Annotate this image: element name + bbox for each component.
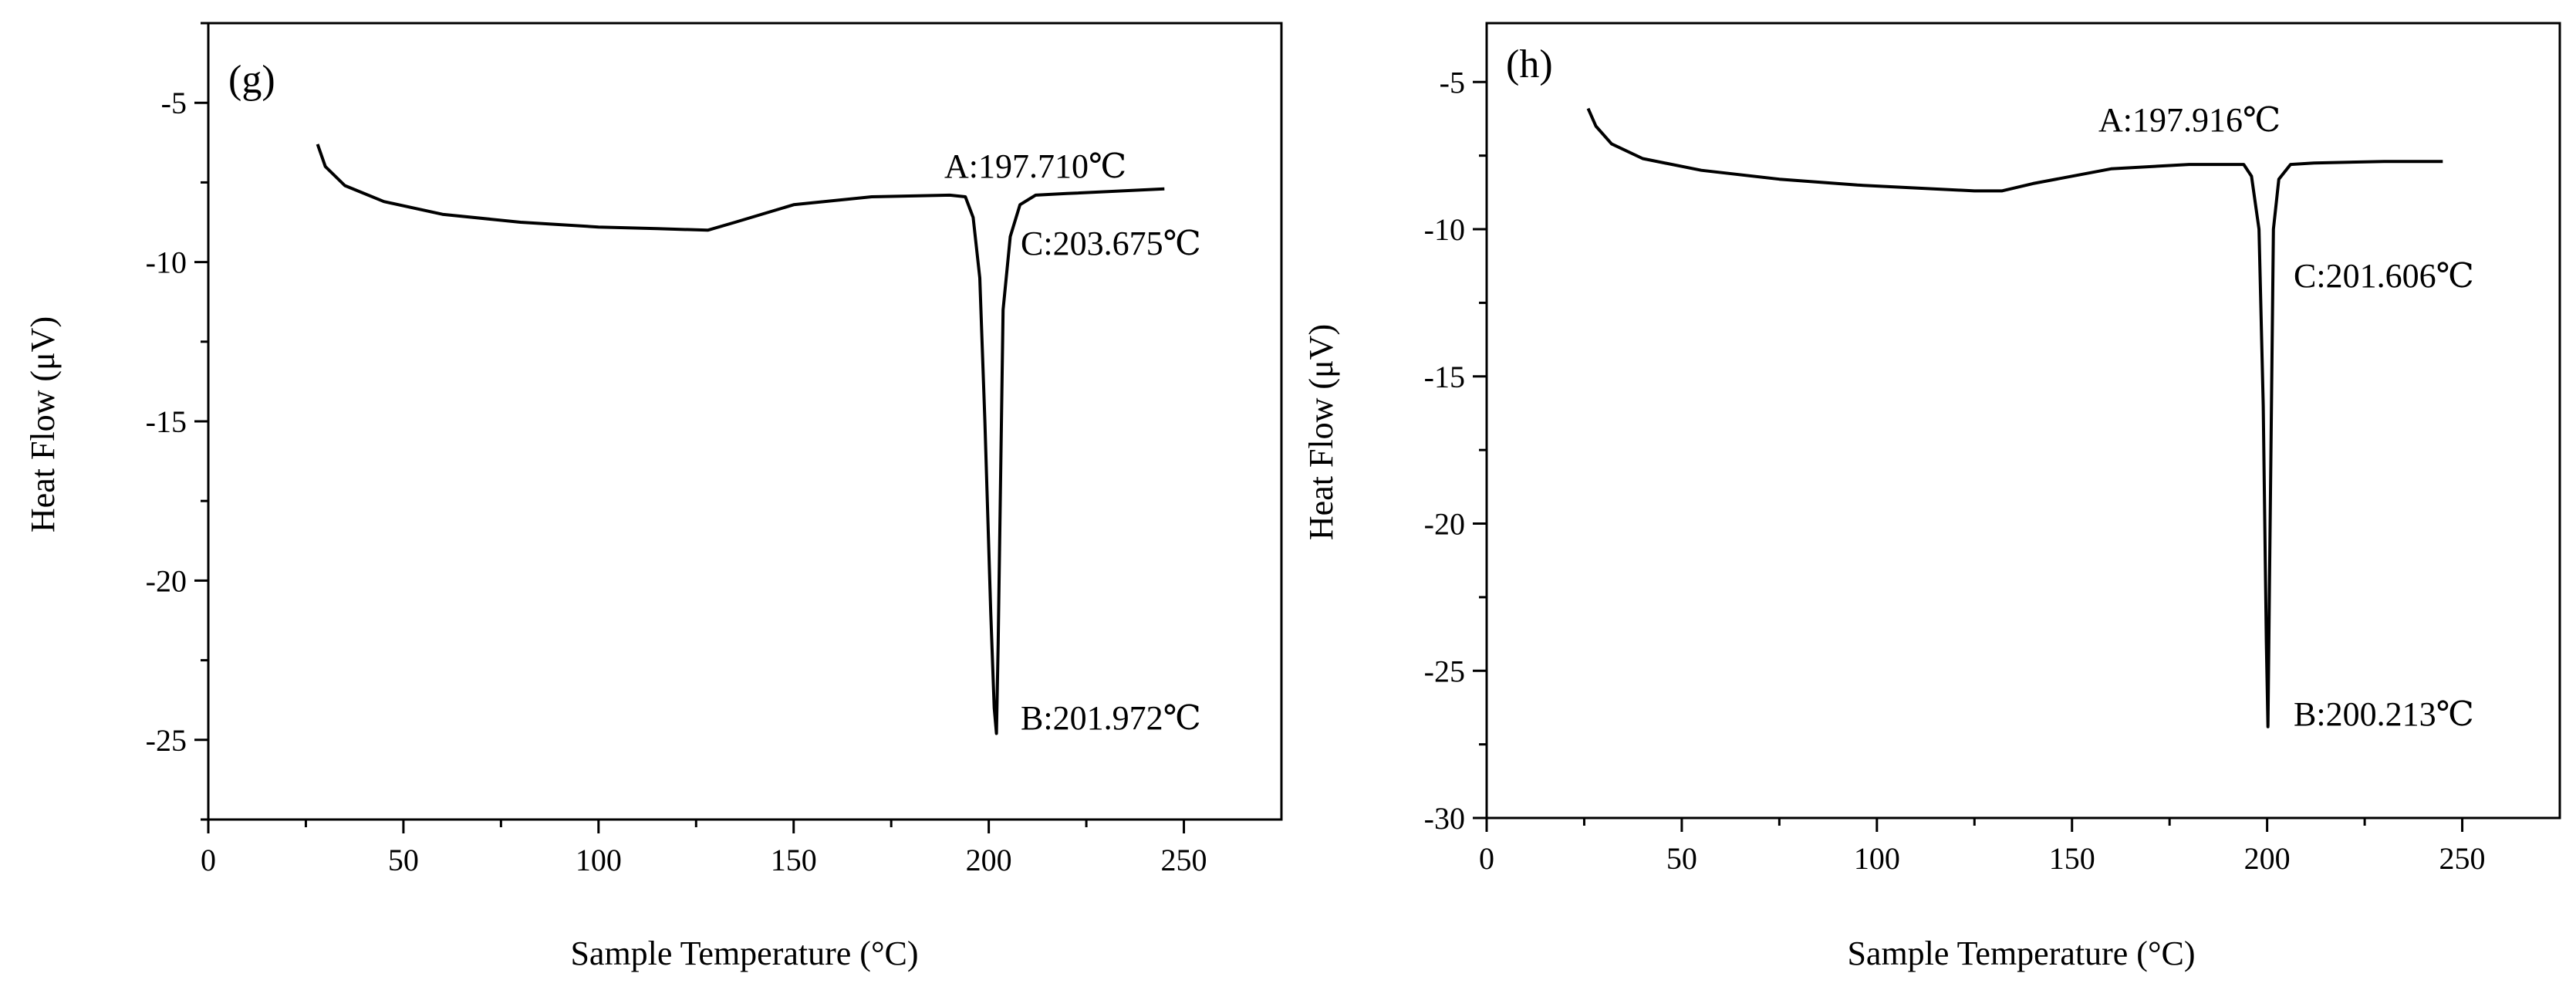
- y-axis-title-h: Heat Flow (μV): [1302, 324, 1340, 540]
- x-tick-label: 200: [966, 843, 1012, 877]
- annotation-c-g: C:203.675℃: [1021, 225, 1201, 262]
- x-tick-label: 250: [2439, 841, 2486, 876]
- x-axis-title-g: Sample Temperature (°C): [570, 934, 918, 972]
- chart-panel-h: 0 50 100 150 200 250 -5 -10 -15 -20 -25 -30 (h) A:…: [1302, 22, 2561, 972]
- y-tick-label: -20: [146, 563, 187, 598]
- panel-label-h: (h): [1506, 42, 1553, 86]
- annotation-b-g: B:201.972℃: [1021, 699, 1201, 737]
- y-tick-label: -15: [146, 404, 187, 439]
- y-tick-label: -5: [161, 86, 187, 120]
- y-axis: -5 -10 -15 -20 -25: [146, 22, 208, 821]
- x-axis-title-h: Sample Temperature (°C): [1847, 934, 2195, 972]
- x-tick-label: 250: [1161, 843, 1207, 877]
- y-axis-title-g: Heat Flow (μV): [24, 316, 62, 532]
- series-line-g: [316, 144, 1165, 735]
- chart-panel-g: 0 50 100 150 200 250 -5 -10 -15 -20 -25 (g) A:197…: [24, 22, 1283, 972]
- x-axis: 0 50 100 150 200 250: [201, 820, 1207, 877]
- plot-frame: [1485, 22, 2561, 820]
- x-axis: 0 50 100 150 200 250: [1479, 818, 2486, 876]
- panel-label-g: (g): [228, 58, 275, 102]
- x-tick-label: 100: [1854, 841, 1900, 876]
- y-tick-label: -25: [146, 723, 187, 758]
- series-line-h: [1586, 107, 2443, 728]
- y-tick-label: -30: [1424, 801, 1465, 836]
- x-tick-label: 50: [1666, 841, 1697, 876]
- y-axis: -5 -10 -15 -20 -25 -30: [1424, 65, 1487, 836]
- y-tick-label: -10: [146, 245, 187, 280]
- y-tick-label: -20: [1424, 507, 1465, 542]
- annotation-b-h: B:200.213℃: [2294, 695, 2474, 733]
- y-tick-label: -5: [1440, 65, 1465, 100]
- x-tick-label: 150: [2049, 841, 2095, 876]
- x-tick-label: 100: [576, 843, 622, 877]
- y-tick-label: -10: [1424, 212, 1465, 247]
- annotation-a-g: A:197.710℃: [944, 147, 1126, 185]
- x-tick-label: 50: [388, 843, 419, 877]
- y-tick-label: -25: [1424, 654, 1465, 688]
- annotation-c-h: C:201.606℃: [2294, 257, 2474, 295]
- y-tick-label: -15: [1424, 360, 1465, 394]
- x-tick-label: 0: [201, 843, 216, 877]
- x-tick-label: 200: [2244, 841, 2291, 876]
- x-tick-label: 150: [771, 843, 817, 877]
- annotation-a-h: A:197.916℃: [2098, 101, 2281, 139]
- x-tick-label: 0: [1479, 841, 1494, 876]
